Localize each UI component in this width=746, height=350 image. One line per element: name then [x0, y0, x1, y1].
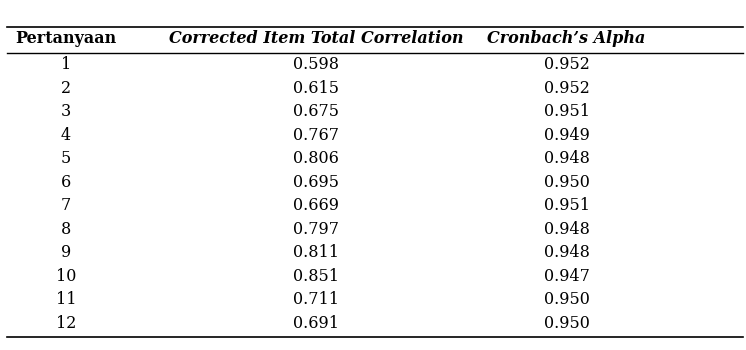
Text: 0.598: 0.598: [293, 56, 339, 73]
Text: 0.711: 0.711: [293, 291, 339, 308]
Text: 0.949: 0.949: [544, 127, 589, 144]
Text: Pertanyaan: Pertanyaan: [16, 30, 116, 48]
Text: 0.951: 0.951: [544, 197, 589, 214]
Text: 0.811: 0.811: [293, 244, 339, 261]
Text: 0.950: 0.950: [544, 174, 589, 191]
Text: 0.952: 0.952: [544, 80, 589, 97]
Text: 0.951: 0.951: [544, 103, 589, 120]
Text: 0.952: 0.952: [544, 56, 589, 73]
Text: 5: 5: [61, 150, 71, 167]
Text: 0.948: 0.948: [544, 244, 589, 261]
Text: 2: 2: [61, 80, 71, 97]
Text: 6: 6: [61, 174, 71, 191]
Text: 12: 12: [56, 315, 76, 331]
Text: 0.797: 0.797: [293, 220, 339, 238]
Text: 0.851: 0.851: [293, 268, 339, 285]
Text: 0.669: 0.669: [293, 197, 339, 214]
Text: 9: 9: [61, 244, 71, 261]
Text: 3: 3: [61, 103, 71, 120]
Text: 0.806: 0.806: [293, 150, 339, 167]
Text: 0.950: 0.950: [544, 291, 589, 308]
Text: 0.948: 0.948: [544, 220, 589, 238]
Text: 0.615: 0.615: [293, 80, 339, 97]
Text: 11: 11: [56, 291, 76, 308]
Text: 7: 7: [61, 197, 71, 214]
Text: 0.767: 0.767: [293, 127, 339, 144]
Text: 0.691: 0.691: [293, 315, 339, 331]
Text: Corrected Item Total Correlation: Corrected Item Total Correlation: [169, 30, 463, 48]
Text: 10: 10: [56, 268, 76, 285]
Text: 0.950: 0.950: [544, 315, 589, 331]
Text: 0.695: 0.695: [293, 174, 339, 191]
Text: Cronbach’s Alpha: Cronbach’s Alpha: [487, 30, 646, 48]
Text: 0.947: 0.947: [544, 268, 589, 285]
Text: 4: 4: [61, 127, 71, 144]
Text: 1: 1: [61, 56, 71, 73]
Text: 8: 8: [61, 220, 71, 238]
Text: 0.675: 0.675: [293, 103, 339, 120]
Text: 0.948: 0.948: [544, 150, 589, 167]
